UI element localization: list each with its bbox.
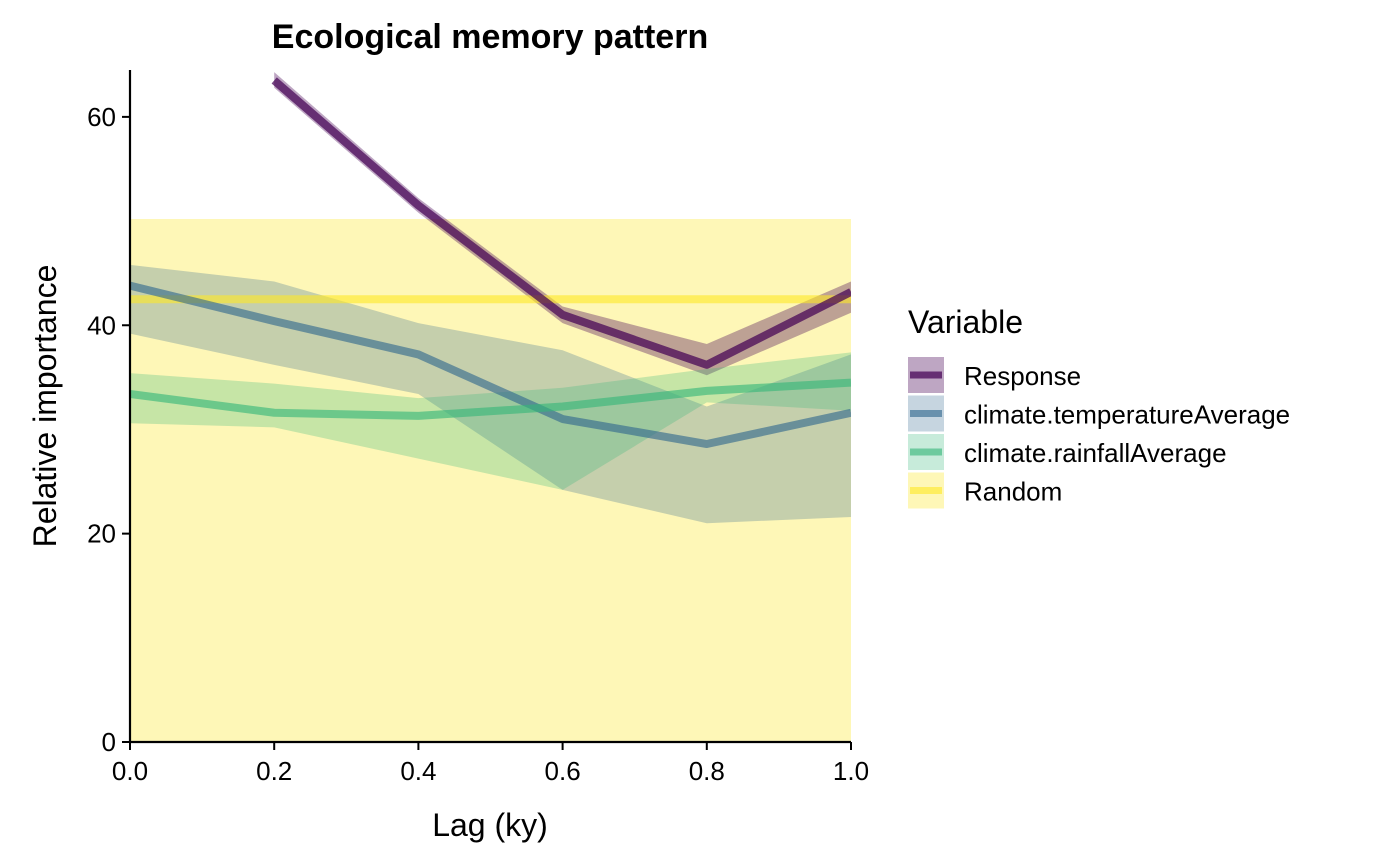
y-tick-label: 20 <box>87 519 116 549</box>
chart-title: Ecological memory pattern <box>272 18 708 56</box>
legend-item-random: Random <box>908 472 1062 509</box>
x-tick-label: 0.0 <box>112 756 148 786</box>
x-ticks: 0.0 0.2 0.4 0.6 0.8 1.0 <box>112 742 869 786</box>
legend-item-response: Response <box>908 357 1081 393</box>
y-tick-label: 0 <box>102 727 116 757</box>
x-tick-label: 0.8 <box>689 756 725 786</box>
x-tick-label: 0.2 <box>256 756 292 786</box>
y-axis-title: Relative importance <box>27 265 63 548</box>
y-ticks: 0 20 40 60 <box>87 102 130 757</box>
line-response <box>271 77 851 369</box>
x-tick-label: 0.6 <box>545 756 581 786</box>
legend: Variable Response climate.temperatureAver… <box>908 304 1290 509</box>
ribbon-climate-rainfallaverage <box>130 352 851 490</box>
x-tick-label: 0.4 <box>400 756 436 786</box>
y-tick-label: 60 <box>87 102 116 132</box>
x-axis-title: Lag (ky) <box>432 807 548 843</box>
line-climate-temperatureaverage <box>130 281 851 449</box>
legend-label: Random <box>964 477 1062 507</box>
axes: 0.0 0.2 0.4 0.6 0.8 1.0 0 20 40 60 <box>87 70 869 786</box>
x-tick-label: 1.0 <box>833 756 869 786</box>
legend-title: Variable <box>908 304 1023 340</box>
y-tick-label: 40 <box>87 310 116 340</box>
line-layer <box>130 77 851 449</box>
legend-items: Response climate.temperatureAverage climat… <box>908 357 1290 509</box>
legend-label: climate.rainfallAverage <box>964 438 1227 468</box>
legend-item-climate-temperatureaverage: climate.temperatureAverage <box>908 395 1290 432</box>
legend-label: climate.temperatureAverage <box>964 400 1290 430</box>
legend-item-climate-rainfallaverage: climate.rainfallAverage <box>908 434 1227 470</box>
line-climate-rainfallaverage <box>130 378 851 420</box>
legend-label: Response <box>964 361 1081 391</box>
